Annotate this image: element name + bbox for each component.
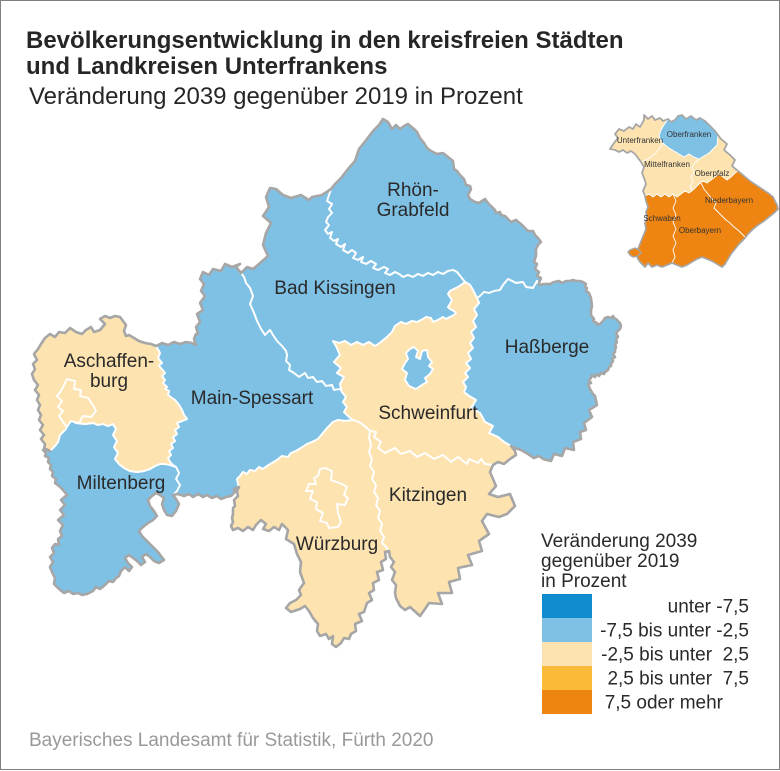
svg-text:Aschaffen-: Aschaffen- bbox=[64, 351, 154, 372]
svg-text:Veränderung 2039 gegenüber 201: Veränderung 2039 gegenüber 2019 in Proze… bbox=[29, 83, 523, 110]
svg-text:Schwaben: Schwaben bbox=[643, 214, 680, 223]
svg-text:Bayerisches Landesamt für Stat: Bayerisches Landesamt für Statistik, Für… bbox=[29, 730, 433, 751]
svg-text:7,5 oder mehr: 7,5 oder mehr bbox=[605, 693, 724, 714]
svg-text:Oberpfalz: Oberpfalz bbox=[695, 169, 730, 178]
svg-text:Unterfranken: Unterfranken bbox=[617, 136, 663, 145]
svg-text:-2,5 bis unter 2,5: -2,5 bis unter 2,5 bbox=[601, 645, 749, 666]
svg-text:burg: burg bbox=[90, 371, 128, 392]
svg-text:Veränderung 2039: Veränderung 2039 bbox=[541, 531, 697, 552]
svg-text:Haßberge: Haßberge bbox=[505, 337, 590, 358]
svg-text:Bad Kissingen: Bad Kissingen bbox=[274, 278, 395, 299]
svg-text:Kitzingen: Kitzingen bbox=[389, 485, 467, 506]
svg-text:gegenüber 2019: gegenüber 2019 bbox=[541, 551, 679, 572]
svg-text:Mittelfranken: Mittelfranken bbox=[644, 160, 690, 169]
svg-text:unter -7,5: unter -7,5 bbox=[668, 597, 749, 618]
svg-text:und Landkreisen Unterfrankens: und Landkreisen Unterfrankens bbox=[26, 53, 387, 80]
svg-text:Main-Spessart: Main-Spessart bbox=[191, 388, 314, 409]
svg-text:Bevölkerungsentwicklung in den: Bevölkerungsentwicklung in den kreisfrei… bbox=[26, 27, 623, 54]
svg-text:Oberfranken: Oberfranken bbox=[667, 130, 711, 139]
svg-text:Niederbayern: Niederbayern bbox=[705, 196, 753, 205]
svg-text:-7,5 bis unter -2,5: -7,5 bis unter -2,5 bbox=[600, 621, 749, 642]
svg-text:2,5 bis unter 7,5: 2,5 bis unter 7,5 bbox=[607, 669, 749, 690]
svg-text:in Prozent: in Prozent bbox=[541, 571, 627, 592]
svg-text:Würzburg: Würzburg bbox=[296, 534, 378, 555]
svg-text:Schweinfurt: Schweinfurt bbox=[378, 403, 478, 424]
svg-text:Grabfeld: Grabfeld bbox=[377, 200, 450, 221]
svg-text:Miltenberg: Miltenberg bbox=[77, 473, 166, 494]
svg-text:Rhön-: Rhön- bbox=[387, 180, 439, 201]
svg-text:Oberbayern: Oberbayern bbox=[679, 226, 721, 235]
